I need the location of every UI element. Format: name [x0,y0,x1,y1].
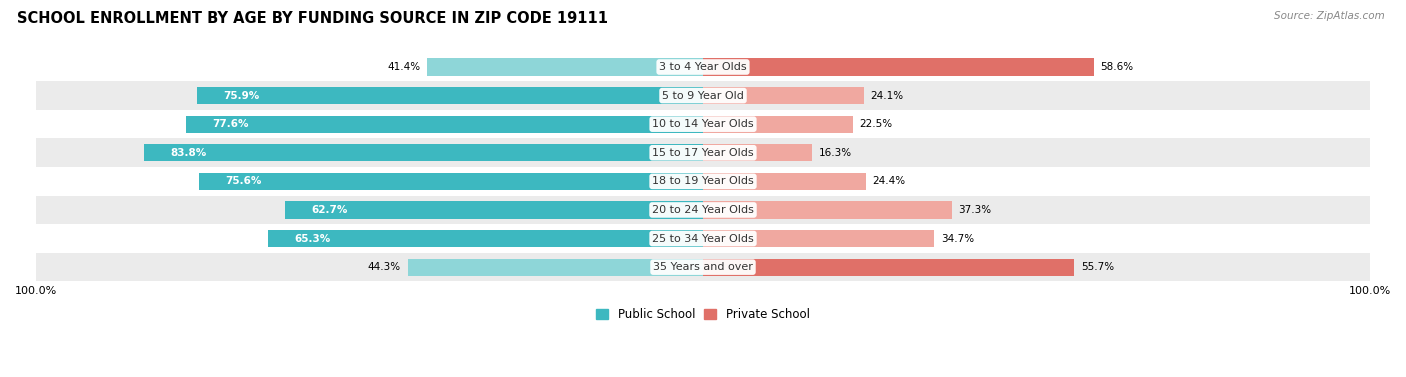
Bar [427,58,703,75]
Bar [37,167,1369,196]
Bar [285,201,703,219]
Text: SCHOOL ENROLLMENT BY AGE BY FUNDING SOURCE IN ZIP CODE 19111: SCHOOL ENROLLMENT BY AGE BY FUNDING SOUR… [17,11,607,26]
Bar [703,230,935,247]
Text: 3 to 4 Year Olds: 3 to 4 Year Olds [659,62,747,72]
Text: 10 to 14 Year Olds: 10 to 14 Year Olds [652,119,754,129]
Bar [37,53,1369,81]
Text: 25 to 34 Year Olds: 25 to 34 Year Olds [652,233,754,244]
Text: 55.7%: 55.7% [1081,262,1114,272]
Bar [186,116,703,133]
Text: Source: ZipAtlas.com: Source: ZipAtlas.com [1274,11,1385,21]
Text: 18 to 19 Year Olds: 18 to 19 Year Olds [652,176,754,186]
Bar [703,259,1074,276]
Text: 77.6%: 77.6% [212,119,249,129]
Text: 16.3%: 16.3% [818,148,852,158]
Bar [197,87,703,104]
Text: 5 to 9 Year Old: 5 to 9 Year Old [662,90,744,101]
Text: 37.3%: 37.3% [959,205,991,215]
Text: 20 to 24 Year Olds: 20 to 24 Year Olds [652,205,754,215]
Text: 34.7%: 34.7% [941,233,974,244]
Text: 75.6%: 75.6% [225,176,262,186]
Text: 83.8%: 83.8% [172,148,207,158]
Bar [198,173,703,190]
Bar [703,173,866,190]
Bar [37,110,1369,138]
Bar [703,87,863,104]
Text: 15 to 17 Year Olds: 15 to 17 Year Olds [652,148,754,158]
Text: 22.5%: 22.5% [859,119,893,129]
Bar [37,253,1369,281]
Bar [703,144,811,161]
Text: 65.3%: 65.3% [294,233,330,244]
Bar [37,196,1369,224]
Bar [703,116,853,133]
Bar [703,58,1094,75]
Text: 24.4%: 24.4% [872,176,905,186]
Text: 24.1%: 24.1% [870,90,904,101]
Text: 44.3%: 44.3% [368,262,401,272]
Legend: Public School, Private School: Public School, Private School [592,303,814,326]
Bar [408,259,703,276]
Text: 41.4%: 41.4% [387,62,420,72]
Text: 75.9%: 75.9% [224,90,260,101]
Text: 58.6%: 58.6% [1101,62,1133,72]
Text: 62.7%: 62.7% [312,205,347,215]
Bar [703,201,952,219]
Bar [37,81,1369,110]
Text: 35 Years and over: 35 Years and over [652,262,754,272]
Bar [145,144,703,161]
Bar [37,138,1369,167]
Bar [37,224,1369,253]
Bar [267,230,703,247]
